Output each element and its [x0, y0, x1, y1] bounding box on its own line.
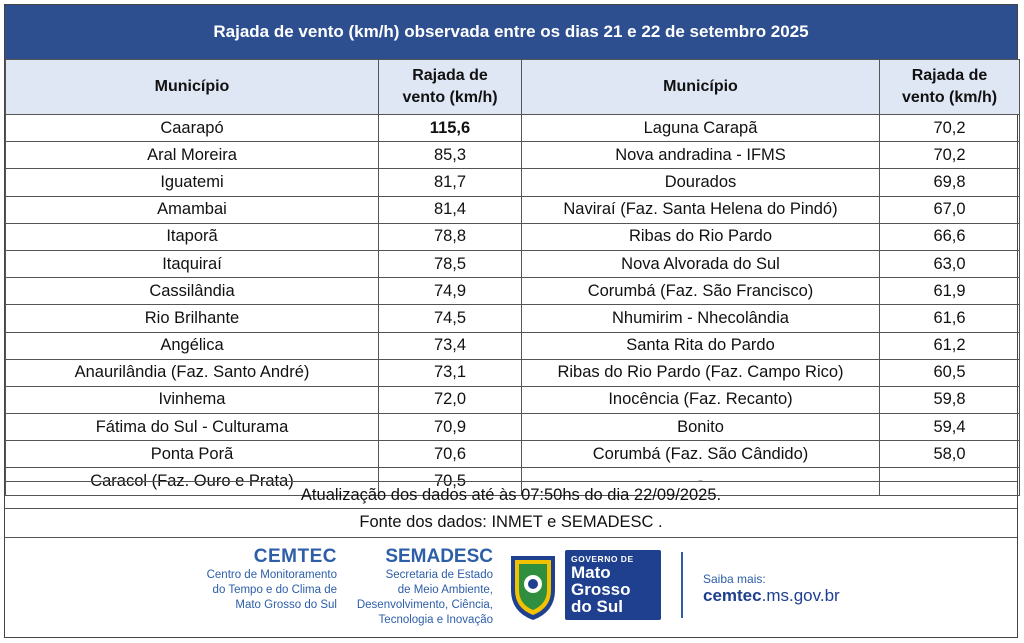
municipio-cell: Itaporã — [5, 222, 379, 251]
gov-label: GOVERNO DE — [571, 554, 634, 564]
gust-value: 73,1 — [378, 358, 522, 387]
gust-value: 66,6 — [879, 222, 1020, 251]
municipio-cell: Angélica — [5, 331, 379, 360]
municipio-cell: Laguna Carapã — [521, 113, 880, 143]
table-row: Itaquiraí 78,5 Nova Alvorada do Sul 63,0 — [5, 249, 1020, 279]
max-gust-value: 115,6 — [378, 113, 522, 143]
municipio-cell: Anaurilândia (Faz. Santo André) — [5, 358, 379, 387]
gust-value: 70,2 — [879, 141, 1020, 170]
saiba-label: Saiba mais: — [703, 572, 766, 586]
gust-value: 70,6 — [378, 440, 522, 469]
municipio-cell: Aral Moreira — [5, 141, 379, 170]
table-row: Aral Moreira 85,3 Nova andradina - IFMS 70,… — [5, 141, 1020, 170]
table-row: Anaurilândia (Faz. Santo André) 73,1 Ribas… — [5, 358, 1020, 387]
gust-value: 70,9 — [378, 413, 522, 442]
header-municipio-right: Município — [521, 59, 880, 115]
gust-value: 74,9 — [378, 277, 522, 306]
municipio-cell: Ivinhema — [5, 385, 379, 415]
table-row: Itaporã 78,8 Ribas do Rio Pardo 66,6 — [5, 222, 1020, 251]
table-row: Iguatemi 81,7 Dourados 69,8 — [5, 168, 1020, 197]
table-row: Angélica 73,4 Santa Rita do Pardo 61,2 — [5, 331, 1020, 360]
gust-value: 73,4 — [378, 331, 522, 360]
municipio-cell: Bonito — [521, 413, 880, 442]
source-note: Fonte dos dados: INMET e SEMADESC . — [5, 508, 1017, 535]
table-row: Rio Brilhante 74,5 Nhumirim - Nhecolândia 6… — [5, 304, 1020, 333]
gust-value: 78,5 — [378, 249, 522, 279]
municipio-cell: Nhumirim - Nhecolândia — [521, 304, 880, 333]
municipio-cell: Dourados — [521, 168, 880, 197]
municipio-cell: Santa Rita do Pardo — [521, 331, 880, 360]
municipio-cell: Naviraí (Faz. Santa Helena do Pindó) — [521, 195, 880, 224]
municipio-cell: Iguatemi — [5, 168, 379, 197]
municipio-cell: Itaquiraí — [5, 249, 379, 279]
report-title: Rajada de vento (km/h) observada entre o… — [5, 5, 1017, 59]
gust-value: 60,5 — [879, 358, 1020, 387]
gust-value: 59,8 — [879, 385, 1020, 415]
gov-ms-logo[interactable]: GOVERNO DE Mato Grosso do Sul — [565, 550, 661, 620]
gust-value: 70,2 — [879, 113, 1020, 143]
municipio-cell: Cassilândia — [5, 277, 379, 306]
municipio-cell: Ribas do Rio Pardo — [521, 222, 880, 251]
more-info: Saiba mais: cemtec.ms.gov.br — [703, 572, 840, 606]
municipio-cell: Amambai — [5, 195, 379, 224]
gust-value: 69,8 — [879, 168, 1020, 197]
table-row: Amambai 81,4 Naviraí (Faz. Santa Helena do… — [5, 195, 1020, 224]
wind-gust-table: Município Rajada de vento (km/h) Municípi… — [5, 59, 1020, 496]
gust-value: 61,9 — [879, 277, 1020, 306]
gust-value: 74,5 — [378, 304, 522, 333]
gust-value: 72,0 — [378, 385, 522, 415]
gust-value: 78,8 — [378, 222, 522, 251]
municipio-cell: Rio Brilhante — [5, 304, 379, 333]
cemtec-logo[interactable]: CEMTEC Centro de Monitoramento do Tempo … — [165, 546, 337, 613]
semadesc-desc-1: Secretaria de Estado — [385, 569, 493, 581]
table-header-row: Município Rajada de vento (km/h) Municípi… — [5, 59, 1020, 115]
semadesc-desc-4: Tecnologia e Inovação — [378, 614, 493, 626]
gov-name-3: do Sul — [571, 597, 623, 616]
municipio-cell: Corumbá (Faz. São Francisco) — [521, 277, 880, 306]
semadesc-desc-3: Desenvolvimento, Ciência, — [356, 599, 493, 611]
table-row: Cassilândia 74,9 Corumbá (Faz. São Francis… — [5, 277, 1020, 306]
gust-value: 81,7 — [378, 168, 522, 197]
table-row: Caarapó 115,6 Laguna Carapã 70,2 — [5, 113, 1020, 143]
gust-value: 63,0 — [879, 249, 1020, 279]
report-frame: Rajada de vento (km/h) observada entre o… — [4, 4, 1020, 638]
semadesc-logo[interactable]: SEMADESC Secretaria de Estado de Meio Am… — [345, 546, 493, 628]
municipio-cell: Corumbá (Faz. São Cândido) — [521, 440, 880, 469]
header-rajada-left: Rajada de vento (km/h) — [378, 59, 522, 115]
semadesc-desc-2: de Meio Ambiente, — [397, 584, 493, 596]
municipio-cell: Fátima do Sul - Culturama — [5, 413, 379, 442]
semadesc-wordmark: SEMADESC — [385, 546, 493, 567]
table-row: Fátima do Sul - Culturama 70,9 Bonito 59,4 — [5, 413, 1020, 442]
cemtec-desc-1: Centro de Monitoramento — [206, 569, 337, 581]
municipio-cell: Inocência (Faz. Recanto) — [521, 385, 880, 415]
municipio-cell: Ponta Porã — [5, 440, 379, 469]
municipio-cell: Ribas do Rio Pardo (Faz. Campo Rico) — [521, 358, 880, 387]
gust-value: 67,0 — [879, 195, 1020, 224]
gust-value: 81,4 — [378, 195, 522, 224]
municipio-cell: Caarapó — [5, 113, 379, 143]
municipio-cell: Nova andradina - IFMS — [521, 141, 880, 170]
gust-value: 61,2 — [879, 331, 1020, 360]
footer-divider — [681, 552, 683, 618]
municipio-cell: Nova Alvorada do Sul — [521, 249, 880, 279]
table-row: Ponta Porã 70,6 Corumbá (Faz. São Cândido)… — [5, 440, 1020, 469]
cemtec-wordmark: CEMTEC — [253, 546, 337, 567]
gust-value: 58,0 — [879, 440, 1020, 469]
cemtec-link[interactable]: cemtec.ms.gov.br — [703, 586, 840, 605]
header-rajada-right: Rajada de vento (km/h) — [879, 59, 1020, 115]
update-note: Atualização dos dados até às 07:50hs do … — [5, 481, 1017, 508]
gust-value: 61,6 — [879, 304, 1020, 333]
crest-icon — [511, 556, 555, 620]
cemtec-desc-3: Mato Grosso do Sul — [235, 599, 337, 611]
gov-name-2: Grosso — [571, 580, 631, 599]
table-row: Ivinhema 72,0 Inocência (Faz. Recanto) 59,8 — [5, 385, 1020, 415]
cemtec-desc-2: do Tempo e do Clima de — [212, 584, 337, 596]
footer-logos: CEMTEC Centro de Monitoramento do Tempo … — [5, 537, 1017, 638]
header-municipio-left: Município — [5, 59, 379, 115]
gust-value: 59,4 — [879, 413, 1020, 442]
gust-value: 85,3 — [378, 141, 522, 170]
gov-name-1: Mato — [571, 563, 611, 582]
